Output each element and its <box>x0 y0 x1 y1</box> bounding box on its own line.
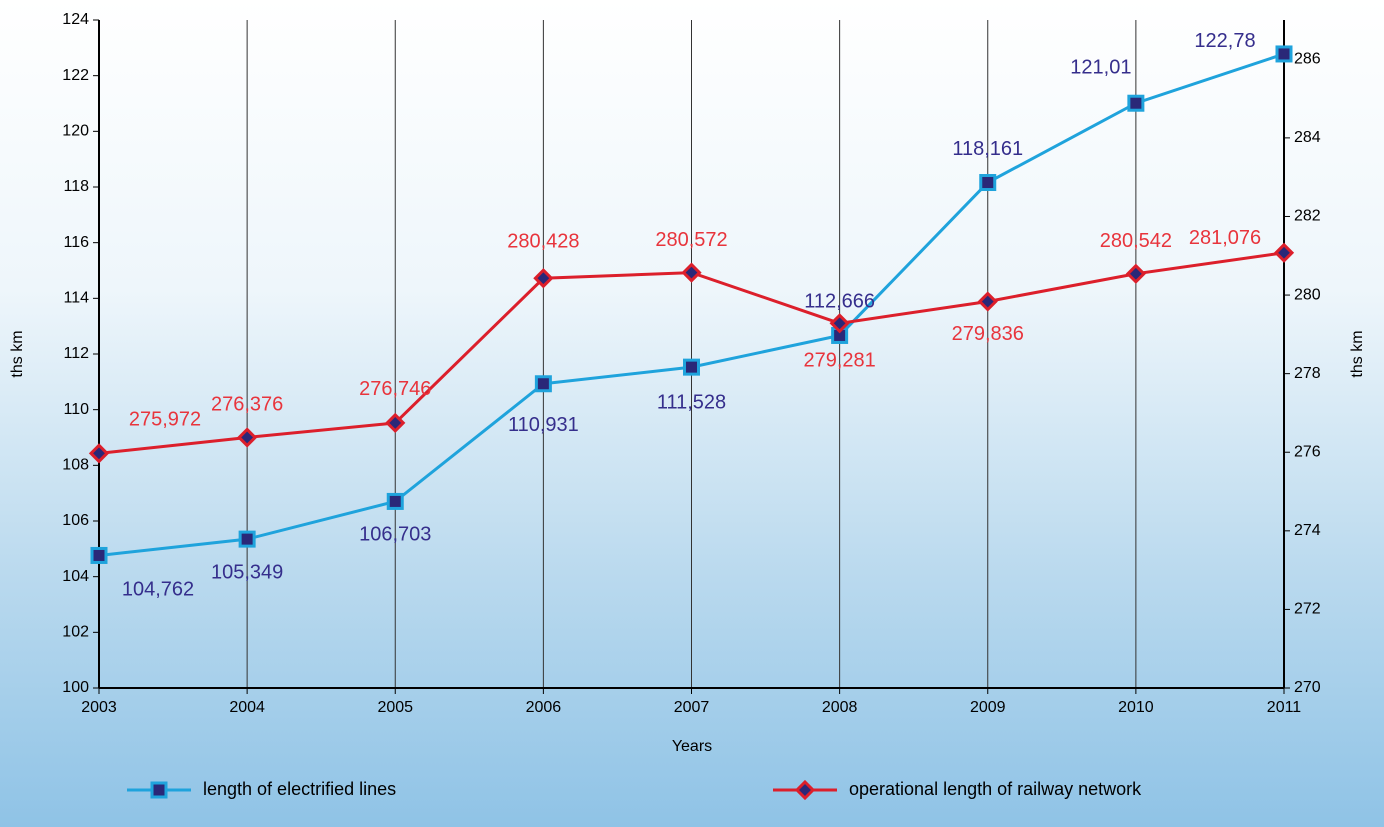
data-label: 118,161 <box>952 138 1023 160</box>
y2-tick-label: 272 <box>1294 601 1321 618</box>
data-label: 122,78 <box>1194 30 1255 52</box>
x-tick-label: 2005 <box>377 699 413 716</box>
y-tick-label: 112 <box>63 345 89 362</box>
marker <box>92 548 106 562</box>
data-label: 276,746 <box>359 378 431 400</box>
y-tick-label: 122 <box>62 67 89 84</box>
x-tick-label: 2008 <box>822 699 858 716</box>
y-tick-label: 124 <box>62 11 89 28</box>
y-tick-label: 120 <box>62 123 89 140</box>
y-tick-label: 102 <box>62 624 89 641</box>
data-label: 276,376 <box>211 394 283 416</box>
y2-tick-label: 274 <box>1294 522 1321 539</box>
data-label: 112,666 <box>804 291 875 313</box>
y-tick-label: 110 <box>63 401 89 418</box>
y-tick-label: 114 <box>63 290 89 307</box>
data-label: 281,076 <box>1189 227 1261 249</box>
chart: Years ths km ths km 2003 2004 2005 2006 2007… <box>0 0 1384 827</box>
x-tick-label: 2003 <box>81 699 117 716</box>
x-tick-label: 2010 <box>1118 699 1154 716</box>
marker <box>240 532 254 546</box>
y-tick-label: 106 <box>62 512 89 529</box>
x-tick-label: 2007 <box>674 699 710 716</box>
legend-marker <box>152 783 166 797</box>
y2-tick-label: 284 <box>1294 129 1321 146</box>
data-label: 279,281 <box>803 350 875 372</box>
x-tick-label: 2009 <box>970 699 1006 716</box>
y2-tick-label: 276 <box>1294 443 1321 460</box>
y-tick-label: 116 <box>63 234 89 251</box>
marker <box>1129 96 1143 110</box>
marker <box>981 176 995 190</box>
data-label: 111,528 <box>657 391 726 413</box>
data-label: 280,428 <box>507 231 579 253</box>
marker <box>536 377 550 391</box>
y2-tick-label: 270 <box>1294 679 1321 696</box>
marker <box>1277 47 1291 61</box>
data-label: 280,542 <box>1100 230 1172 252</box>
data-label: 279,836 <box>952 323 1024 345</box>
y2-tick-label: 282 <box>1294 208 1321 225</box>
data-label: 275,972 <box>129 409 201 431</box>
data-label: 110,931 <box>508 414 579 436</box>
marker <box>685 360 699 374</box>
data-label: 104,762 <box>122 579 194 601</box>
y2-tick-label: 280 <box>1294 286 1321 303</box>
y2-axis-title: ths km <box>1349 330 1366 377</box>
y2-tick-label: 286 <box>1294 51 1321 68</box>
data-label: 106,703 <box>359 524 431 546</box>
x-tick-label: 2006 <box>526 699 562 716</box>
data-label: 280,572 <box>655 229 727 251</box>
legend-label: length of electrified lines <box>203 779 396 799</box>
x-axis-title: Years <box>672 738 712 755</box>
data-label: 105,349 <box>211 561 283 583</box>
y-axis-title: ths km <box>9 330 26 377</box>
y2-tick-label: 278 <box>1294 365 1321 382</box>
legend-label: operational length of railway network <box>849 779 1142 799</box>
data-label: 121,01 <box>1070 57 1131 79</box>
y-tick-label: 104 <box>62 568 89 585</box>
x-tick-label: 2004 <box>229 699 265 716</box>
marker <box>388 494 402 508</box>
x-tick-label: 2011 <box>1267 699 1302 716</box>
y-tick-label: 118 <box>63 178 89 195</box>
y-tick-label: 100 <box>62 679 89 696</box>
y-tick-label: 108 <box>62 457 89 474</box>
